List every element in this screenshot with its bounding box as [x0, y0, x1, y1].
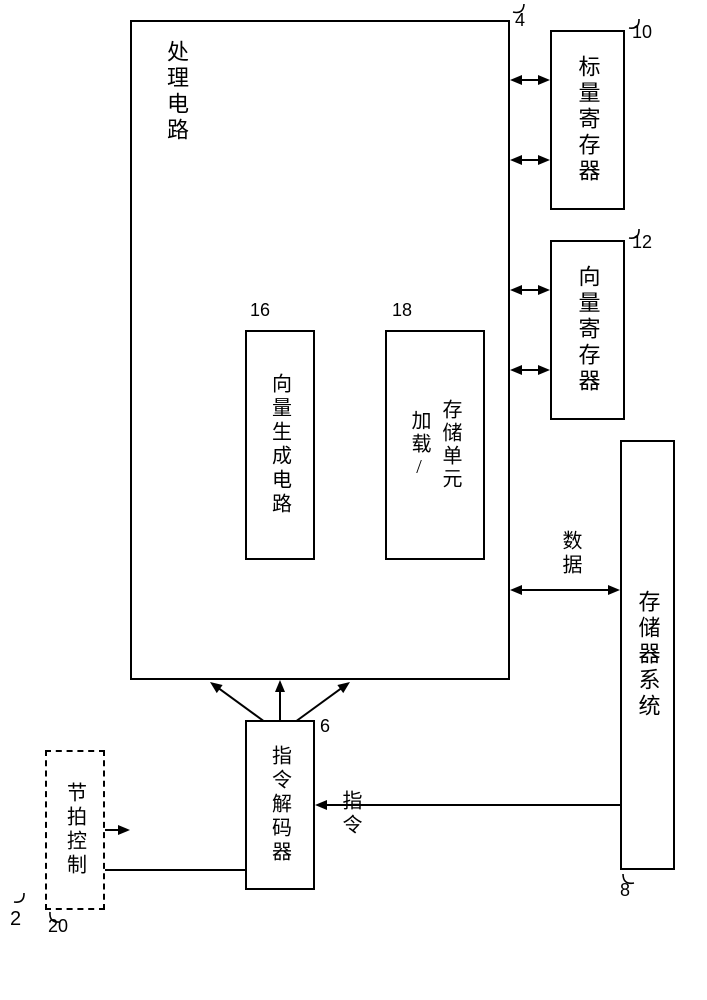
block-processing-label: 处理电路	[160, 40, 192, 144]
block-vector_gen-num: 16	[250, 300, 270, 321]
block-memory_sys: 存储器系统	[620, 440, 675, 870]
block-decoder-num: 6	[320, 716, 330, 737]
block-vector_reg-label: 向量寄存器	[552, 242, 623, 418]
block-load_store-label: 加载/存储单元	[387, 332, 483, 558]
block-beat_control: 节拍控制	[45, 750, 105, 910]
block-beat_control-num: 20	[48, 916, 68, 937]
block-vector_reg: 向量寄存器	[550, 240, 625, 420]
edge-label-instr: 指令	[336, 790, 365, 838]
block-vector_gen: 向量生成电路	[245, 330, 315, 560]
block-scalar_reg-label: 标量寄存器	[552, 32, 623, 208]
block-vector_reg-num: 12	[632, 232, 652, 253]
block-scalar_reg-num: 10	[632, 22, 652, 43]
block-load_store-num: 18	[392, 300, 412, 321]
block-scalar_reg: 标量寄存器	[550, 30, 625, 210]
block-memory_sys-label: 存储器系统	[622, 442, 673, 868]
block-load_store: 加载/存储单元	[385, 330, 485, 560]
edge-label-data: 数据	[556, 530, 585, 578]
block-memory_sys-num: 8	[620, 880, 630, 901]
diagram-canvas: 处理电路 4 标量寄存器 10 向量寄存器 12 向量生成电路 16 加载/存储单元 18 指令解码…	[0, 0, 707, 1000]
block-processing-num: 4	[515, 10, 525, 31]
block-decoder: 指令解码器	[245, 720, 315, 890]
block-beat_control-label: 节拍控制	[47, 752, 103, 908]
block-decoder-label: 指令解码器	[247, 722, 313, 888]
figure-number: 2	[10, 908, 21, 931]
block-vector_gen-label: 向量生成电路	[247, 332, 313, 558]
